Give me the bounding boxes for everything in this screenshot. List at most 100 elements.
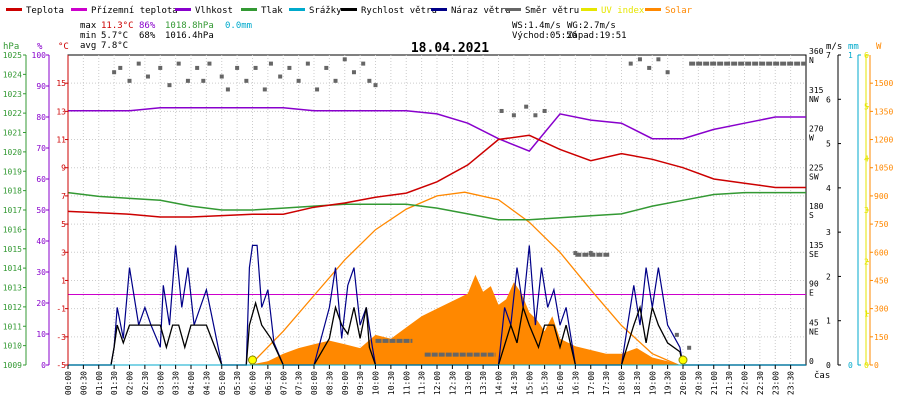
stats-min-hum: 68%: [139, 31, 156, 41]
wind-direction-point: [656, 57, 661, 62]
w-tick-label: 1350: [874, 107, 893, 116]
x-tick-label: 14:30: [510, 371, 519, 395]
legend-label: Náraz větru: [451, 6, 511, 16]
ms-tick-label: 1: [826, 317, 831, 326]
direction-tick-label: 0: [809, 357, 814, 366]
legend-item-teplota: Teplota: [6, 6, 64, 16]
celsius-tick-label: 3: [61, 248, 66, 257]
wind-direction-point: [665, 70, 670, 75]
direction-compass-label: S: [809, 211, 814, 220]
unit-w: W: [876, 42, 882, 52]
ms-tick-label: 2: [826, 272, 831, 281]
celsius-tick-label: 9: [61, 164, 66, 173]
w-tick-label: 450: [874, 276, 889, 285]
hpa-tick-label: 1019: [3, 167, 22, 176]
direction-tick-label: 225: [809, 163, 824, 172]
xaxis-label: čas: [814, 370, 830, 381]
legend-item-smer-vetru: Směr větru: [505, 6, 579, 16]
x-tick-label: 21:30: [725, 371, 734, 395]
ms-tick-label: 7: [826, 51, 831, 60]
wind-direction-point: [185, 78, 190, 83]
wind-direction-point: [112, 70, 117, 75]
stats-max-hum: 86%: [139, 21, 156, 31]
x-tick-label: 20:30: [694, 371, 703, 395]
wind-direction-point: [158, 65, 163, 70]
hpa-tick-label: 1018: [3, 187, 22, 196]
temperature-line: [67, 134, 806, 218]
unit-mm: mm: [848, 42, 859, 52]
x-tick-label: 10:30: [387, 371, 396, 395]
legend-item-solar: Solar: [645, 6, 693, 16]
percent-tick-label: 40: [36, 237, 46, 246]
ms-tick-label: 0: [826, 361, 831, 370]
direction-compass-label: N: [809, 56, 814, 65]
hpa-tick-label: 1020: [3, 148, 22, 157]
wind-direction-point: [511, 113, 516, 118]
series: [67, 57, 806, 366]
stats-min-temp: 5.7°C: [101, 31, 128, 41]
x-tick-label: 17:00: [587, 371, 596, 395]
percent-tick-label: 20: [36, 299, 46, 308]
w-tick-label: 900: [874, 192, 889, 201]
legend-item-naraz-vetru: Náraz větru: [431, 6, 511, 16]
direction-tick-label: 45: [809, 318, 819, 327]
x-tick-label: 16:00: [556, 371, 565, 395]
legend-label: Teplota: [26, 6, 64, 16]
hpa-tick-label: 1014: [3, 264, 22, 273]
celsius-tick-label: 5: [61, 220, 66, 229]
x-tick-label: 10:00: [372, 371, 381, 395]
wind-direction-point: [367, 78, 372, 83]
wind-direction-point: [499, 108, 504, 113]
info-block: WS:1.4m/s WG:2.7m/s Východ:05:56 Západ:1…: [512, 21, 627, 41]
w-tick-label: 750: [874, 220, 889, 229]
wind-direction-point: [225, 87, 230, 92]
hpa-tick-label: 1022: [3, 109, 22, 118]
wind-direction-point: [127, 78, 132, 83]
x-tick-label: 09:30: [356, 371, 365, 395]
info-wind-gust: WG:2.7m/s: [567, 21, 616, 31]
wind-direction-point: [201, 78, 206, 83]
uv-index-marker: [248, 355, 257, 365]
wind-direction-point: [305, 61, 310, 66]
celsius-tick-label: -3: [56, 333, 66, 342]
x-tick-label: 17:30: [602, 371, 611, 395]
wind-direction-point: [296, 78, 301, 83]
mm-tick-label: 1: [848, 51, 853, 60]
w-tick-label: 600: [874, 248, 889, 257]
unit-ms: m/s: [826, 42, 842, 52]
x-tick-label: 05:30: [233, 371, 242, 395]
ms-tick-label: 4: [826, 184, 831, 193]
unit-percent: %: [37, 42, 43, 52]
x-tick-label: 15:30: [541, 371, 550, 395]
wind-direction-point: [219, 74, 224, 79]
legend-label: Směr větru: [525, 6, 579, 16]
percent-tick-label: 70: [36, 144, 46, 153]
stats-max-rain: 0.0mm: [225, 21, 252, 31]
ms-tick-label: 6: [826, 95, 831, 104]
x-tick-label: 11:30: [418, 371, 427, 395]
celsius-tick-label: 11: [56, 136, 66, 145]
percent-tick-label: 50: [36, 206, 46, 215]
wind-direction-point: [324, 65, 329, 70]
x-tick-label: 19:00: [648, 371, 657, 395]
x-tick-label: 13:30: [479, 371, 488, 395]
celsius-tick-label: 7: [61, 192, 66, 201]
celsius-tick-label: -1: [56, 305, 66, 314]
w-tick-label: 1200: [874, 136, 893, 145]
hpa-tick-label: 1009: [3, 361, 22, 370]
hpa-tick-label: 1021: [3, 129, 22, 138]
wind-direction-point: [118, 65, 123, 70]
legend-label: Přízemní teplota: [91, 6, 178, 16]
x-tick-label: 06:00: [249, 371, 258, 395]
direction-tick-label: 180: [809, 202, 824, 211]
w-tick-label: 1500: [874, 79, 893, 88]
x-tick-label: 22:30: [756, 371, 765, 395]
hpa-tick-label: 1013: [3, 284, 22, 293]
x-tick-label: 03:00: [156, 371, 165, 395]
stats-block: max 11.3°C 86% 1018.8hPa 0.0mm min 5.7°C…: [80, 21, 252, 51]
wind-direction-point: [573, 251, 578, 256]
wind-direction-point: [145, 74, 150, 79]
info-sunrise: Východ:05:56: [512, 31, 577, 41]
x-tick-label: 00:00: [64, 371, 73, 395]
